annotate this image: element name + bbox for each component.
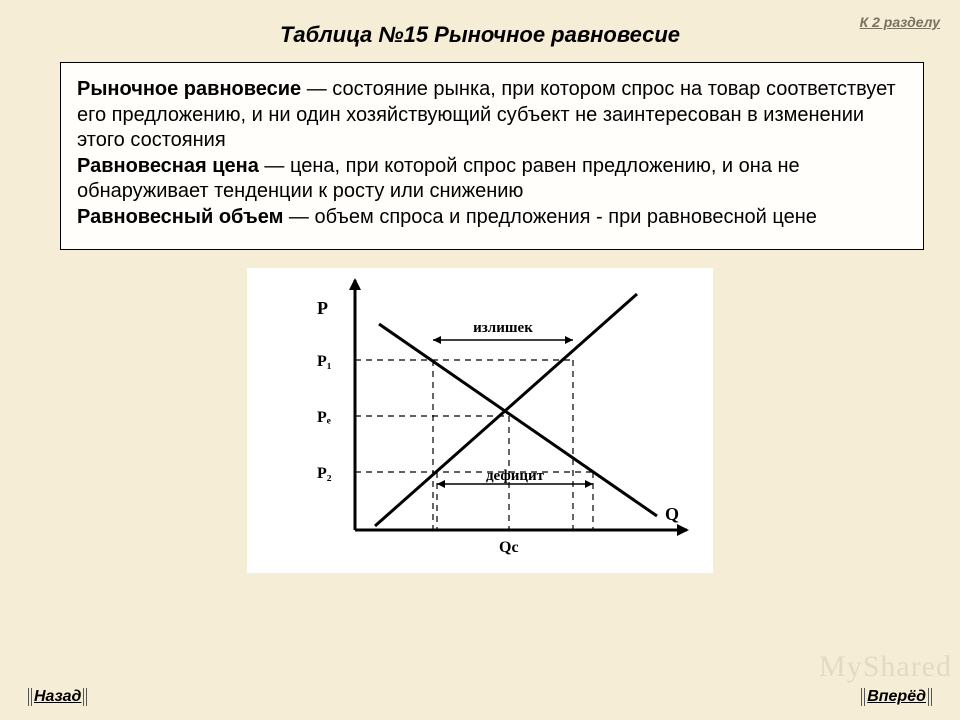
sep: — <box>301 78 332 100</box>
svg-text:P: P <box>317 298 328 318</box>
svg-text:P₂: P₂ <box>317 465 332 482</box>
page-title: Таблица №15 Рыночное равновесие <box>0 0 960 48</box>
svg-text:излишек: излишек <box>473 320 533 336</box>
svg-text:дефицит: дефицит <box>486 468 545 484</box>
svg-text:Q: Q <box>665 504 679 524</box>
sep: — <box>259 155 290 177</box>
watermark: MyShared <box>819 650 952 684</box>
forward-button[interactable]: Вперёд <box>861 688 932 706</box>
definition-row: Равновесный объем — объем спроса и предл… <box>77 205 907 231</box>
svg-text:Pₑ: Pₑ <box>317 409 331 426</box>
term: Равновесная цена <box>77 155 259 177</box>
sep: — <box>283 206 314 228</box>
definitions-box: Рыночное равновесие — состояние рынка, п… <box>60 62 924 250</box>
equilibrium-chart: P Q P₁ Pₑ P₂ Qc излишек дефицит <box>247 268 713 573</box>
svg-text:P₁: P₁ <box>317 353 332 370</box>
term-text: объем спроса и предложения - при равнове… <box>314 206 816 228</box>
svg-text:Qc: Qc <box>499 539 519 556</box>
term: Рыночное равновесие <box>77 78 301 100</box>
section-link[interactable]: К 2 разделу <box>860 14 940 30</box>
term: Равновесный объем <box>77 206 283 228</box>
definition-row: Рыночное равновесие — состояние рынка, п… <box>77 77 907 154</box>
definition-row: Равновесная цена — цена, при которой спр… <box>77 154 907 205</box>
back-button[interactable]: Назад <box>28 688 87 706</box>
